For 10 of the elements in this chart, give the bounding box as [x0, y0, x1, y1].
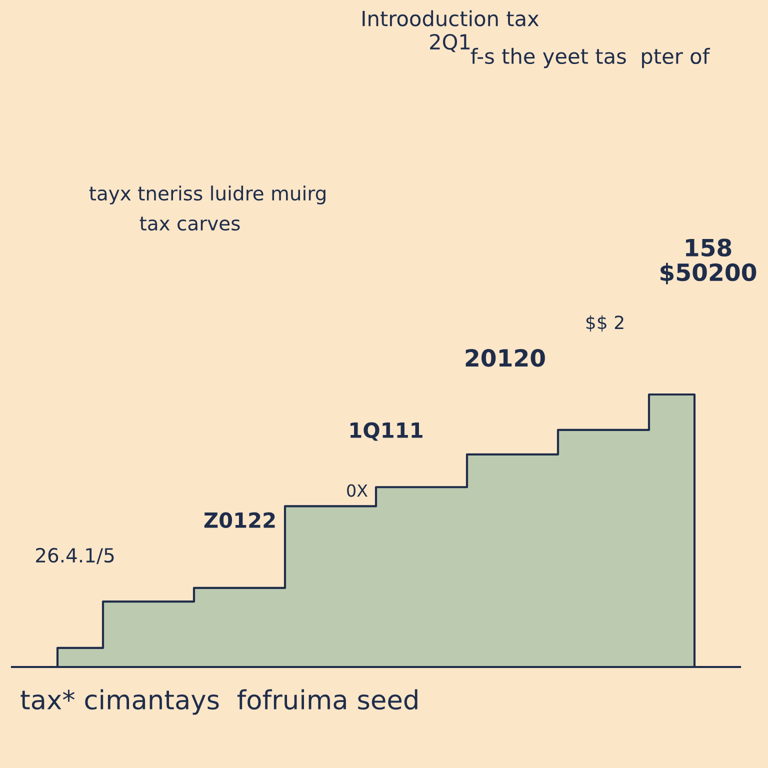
- text: tayx tneriss luidre muirg: [89, 186, 326, 204]
- annotation: Z0122: [204, 512, 275, 528]
- annotation: 26.4.1/5: [36, 548, 114, 564]
- text: $$ 2: [586, 315, 624, 332]
- text: 20120: [466, 348, 545, 367]
- annotation: 0X: [347, 484, 368, 497]
- text: 158 $50200: [660, 238, 756, 284]
- annotation: 1Q111: [350, 422, 422, 441]
- text: tax carves: [140, 216, 240, 231]
- x-axis-title: tax* cimantays fofruima seed: [20, 689, 418, 715]
